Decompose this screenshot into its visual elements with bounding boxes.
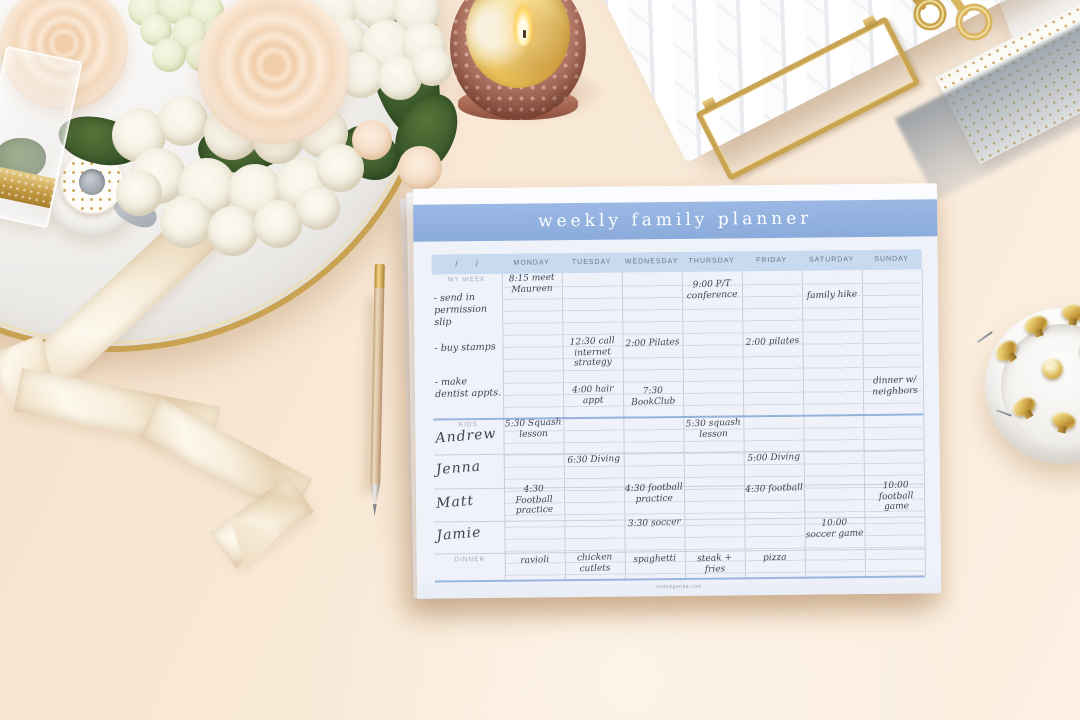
day-header-bar: / / MONDAY TUESDAY WEDNESDAY THURSDAY FR… <box>431 249 922 275</box>
day-column <box>862 271 924 577</box>
hydrangea-floret <box>254 200 302 248</box>
planner-entry: 4:30 football practice <box>624 482 683 505</box>
margin-note: - make dentist appts. <box>434 376 502 400</box>
planner-entry: 5:00 Diving <box>747 452 801 464</box>
pin-needle <box>977 331 993 343</box>
hydrangea-floret <box>160 196 212 248</box>
push-pin <box>1042 358 1063 379</box>
planner-entry: 6:30 Diving <box>567 453 621 466</box>
pencil <box>363 263 391 536</box>
section-label-my-week: MY WEEK <box>447 275 486 284</box>
dinner-entry: spaghetti <box>633 553 677 566</box>
planner-entry: 5:30 squash lesson <box>685 417 741 440</box>
gold-band <box>0 163 56 209</box>
planner-entry: 2:00 pilates <box>745 336 800 348</box>
candle-flame <box>513 4 533 46</box>
pin-dish <box>985 308 1080 464</box>
planner-entry: 8:15 meet Maureen <box>508 272 555 295</box>
pencil-gold-cap <box>374 263 385 291</box>
planner-entry: 4:00 hair appt <box>571 384 614 406</box>
planner-pad: weekly family planner / / MONDAY TUESDAY… <box>412 183 942 599</box>
dinner-entry: pizza <box>762 552 787 564</box>
hydrangea-floret <box>152 38 186 72</box>
day-column <box>562 274 624 580</box>
kid-name: Matt <box>435 492 475 512</box>
hydrangea-floret <box>296 186 340 230</box>
planner-entry: 3:30 soccer <box>627 517 681 530</box>
planner-entry: 10:00 football game <box>878 480 914 513</box>
rose-petal <box>398 146 442 190</box>
planner-entry: dinner w/ neighbors <box>872 374 919 398</box>
planner-entry: 10:00 soccer game <box>805 517 864 541</box>
kid-name: Jenna <box>435 458 482 479</box>
dinner-entry: chicken cutlets <box>576 552 613 575</box>
planner-entry: 9:00 P/T conference <box>686 278 738 302</box>
rose-petal <box>352 120 392 160</box>
day-header-thursday: THURSDAY <box>688 257 735 265</box>
blush-rose <box>198 0 350 144</box>
hydrangea-floret <box>412 46 452 86</box>
day-header-monday: MONDAY <box>513 259 550 267</box>
section-label-dinner: DINNER <box>454 556 486 564</box>
kid-name: Andrew <box>434 425 498 447</box>
planner-header-band: weekly family planner <box>413 199 938 242</box>
day-header-saturday: SATURDAY <box>809 256 855 264</box>
planner-entry: 4:30 Football practice <box>515 484 554 517</box>
planner-entry: 7:30 BookClub <box>630 385 676 408</box>
day-header-wednesday: WEDNESDAY <box>624 257 679 266</box>
dinner-entry: steak + fries <box>697 552 733 575</box>
candle-wick <box>523 30 526 38</box>
day-header-friday: FRIDAY <box>756 256 788 265</box>
gold-scissors <box>912 0 993 41</box>
margin-note: - send in permission slip <box>433 291 488 328</box>
hydrangea-floret <box>208 206 258 256</box>
brand-footer: momAgenda.com <box>656 583 702 591</box>
day-header-sunday: SUNDAY <box>874 255 909 263</box>
day-column <box>622 273 684 579</box>
planner-entry: 2:00 Pilates <box>625 337 680 350</box>
planner-entry: 5:30 Squash lesson <box>504 417 562 440</box>
pencil-metal-tip <box>370 484 380 506</box>
dinner-entry: ravioli <box>520 554 550 567</box>
date-field: / / <box>455 259 479 269</box>
kid-name: Jamie <box>435 524 483 545</box>
pencil-body <box>370 287 385 485</box>
day-column <box>742 272 804 578</box>
hydrangea-floret <box>158 96 208 146</box>
margin-note: - buy stamps <box>434 341 496 355</box>
planner-entry: family hike <box>806 289 858 302</box>
planner-entry: 4:30 football <box>744 482 804 496</box>
planner-title: weekly family planner <box>537 208 813 232</box>
day-header-tuesday: TUESDAY <box>571 258 612 267</box>
pencil-lead <box>373 504 377 516</box>
hydrangea-floret <box>116 170 162 216</box>
planner-entry: 12:30 call internet strategy <box>569 336 615 369</box>
